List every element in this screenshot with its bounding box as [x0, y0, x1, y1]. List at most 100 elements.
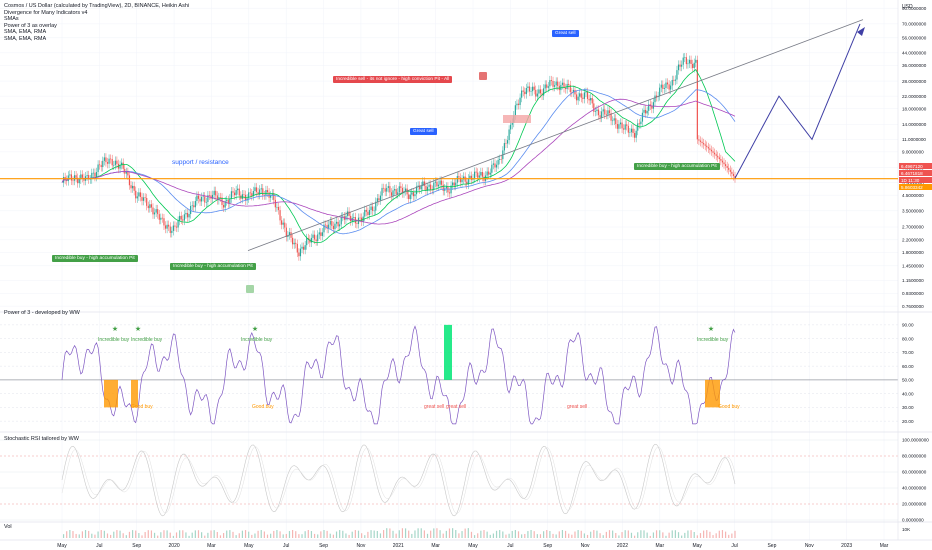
candle-body — [127, 172, 129, 176]
volume-bar — [640, 530, 642, 538]
candle-body — [428, 184, 430, 187]
candle-body — [731, 171, 733, 174]
incredible-buy-tag-1[interactable]: Incredible buy - high accumulation Pit — [52, 255, 138, 262]
legend-line-smas[interactable]: SMAs — [4, 16, 19, 23]
candle-body — [724, 164, 727, 167]
volume-bar — [75, 533, 77, 538]
incredible-buy-tag-3[interactable]: Incredible buy - high accumulation Pit — [634, 163, 720, 170]
y-tick-label: 2.2000000 — [902, 238, 924, 243]
legend-line-sma-ema-rma-2[interactable]: SMA, EMA, RMA — [4, 35, 47, 42]
volume-bar — [430, 530, 432, 538]
volume-bar — [229, 530, 231, 538]
incredible-sell-tag[interactable]: Incredible sell - its not ignore - high … — [333, 76, 453, 83]
volume-bar — [282, 534, 284, 538]
candle-body — [243, 194, 245, 195]
candle-body — [100, 165, 102, 167]
candle-body — [436, 181, 438, 187]
volume-bar — [357, 530, 360, 538]
candle-body — [601, 111, 603, 118]
volume-bar — [386, 528, 388, 538]
volume-bar — [665, 535, 667, 538]
legend-line-power3[interactable]: Power of 3 as overlay — [4, 22, 57, 29]
volume-bar — [411, 533, 413, 538]
candle-body — [590, 98, 592, 101]
star-marker: ★ — [252, 325, 258, 333]
volume-bar — [163, 530, 165, 538]
great-sell-tag-mid[interactable]: Great sell — [410, 128, 437, 135]
candle-body — [390, 192, 393, 196]
candle-body — [712, 151, 714, 153]
volume-bar — [238, 533, 240, 538]
candle-body — [553, 85, 556, 87]
volume-bar — [226, 530, 228, 538]
stoch-pane-title[interactable]: Stochastic RSI tailored by WW — [4, 436, 79, 442]
chart-legend: Cosmos / US Dollar (calculated by Tradin… — [4, 3, 189, 43]
candle-body — [186, 212, 189, 218]
x-tick-label: 2021 — [393, 543, 404, 549]
volume-bar — [335, 531, 338, 538]
volume-bar — [191, 532, 193, 538]
volume-bar — [715, 533, 717, 538]
candle-body — [216, 195, 218, 201]
candle-body — [420, 186, 422, 190]
candle-body — [480, 172, 482, 176]
candle-body — [580, 93, 582, 98]
legend-title[interactable]: Cosmos / US Dollar (calculated by Tradin… — [4, 3, 190, 9]
legend-line-sma-ema-rma-1[interactable]: SMA, EMA, RMA — [4, 29, 47, 36]
candle-body — [193, 205, 195, 208]
support-resistance-label: support / resistance — [172, 159, 229, 166]
forecast-path — [734, 23, 861, 179]
candle-body — [676, 70, 678, 80]
volume-bar — [420, 528, 422, 538]
volume-bar — [292, 530, 294, 538]
volume-bar — [574, 531, 576, 538]
volume-bar — [119, 530, 121, 538]
incredible-buy-tag-2[interactable]: Incredible buy - high accumulation Pit — [170, 263, 256, 270]
power3-sell-zone — [444, 324, 452, 380]
volume-bar — [276, 530, 278, 538]
legend-line-divergence[interactable]: Divergence for Many Indicators v4 — [4, 9, 88, 16]
candle-body — [635, 130, 637, 138]
candle-body — [222, 205, 225, 208]
candle-body — [541, 93, 543, 96]
great-sell-tag-top[interactable]: Great sell — [552, 30, 579, 37]
candle-body — [262, 188, 264, 196]
candle-body — [627, 125, 629, 133]
candle-body — [549, 80, 551, 87]
candle-body — [113, 165, 115, 166]
candle-body — [372, 206, 374, 211]
candle-body — [441, 180, 443, 185]
power3-pane-title[interactable]: Power of 3 - developed by WW — [4, 310, 80, 316]
volume-bar — [470, 531, 473, 538]
candle-body — [497, 159, 499, 165]
vol-pane-title[interactable]: Vol — [4, 524, 12, 530]
volume-bar — [172, 535, 174, 538]
candle-body — [579, 93, 581, 97]
candle-body — [437, 184, 440, 187]
candle-body — [320, 232, 322, 236]
volume-bar — [213, 530, 215, 538]
volume-bar — [135, 530, 137, 538]
volume-bar — [703, 530, 705, 538]
candle-body — [718, 157, 720, 160]
candle-body — [539, 89, 542, 94]
candle-body — [78, 179, 80, 184]
x-tick-label: 2023 — [841, 543, 852, 549]
candle-body — [219, 197, 222, 198]
candle-body — [83, 177, 85, 181]
candle-body — [254, 187, 256, 192]
candle-body — [453, 182, 455, 186]
volume-bar — [508, 533, 510, 538]
volume-bar — [571, 534, 573, 538]
candle-body — [288, 232, 291, 236]
volume-bar — [527, 531, 529, 538]
candle-body — [91, 172, 93, 180]
stoch-tick-label: 100.0000000 — [902, 438, 929, 443]
volume-bar — [376, 531, 378, 538]
candle-body — [155, 209, 157, 213]
candle-body — [709, 148, 711, 150]
y-tick-label: 1.8000000 — [902, 250, 924, 255]
candle-body — [301, 246, 303, 249]
candle-body — [621, 122, 623, 129]
